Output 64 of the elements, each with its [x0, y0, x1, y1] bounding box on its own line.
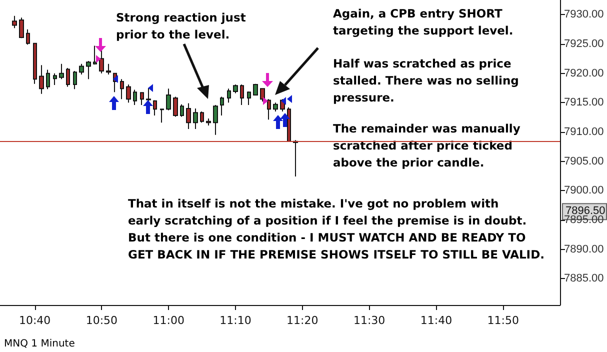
y-tick-label: 7890.00: [564, 243, 604, 256]
annotation: That in itself is not the mistake. I've got no problem with early scratching of a position if I feel the premise is in doubt. But there is one condition - I MUST WATCH AND BE READY TO GET BACK IN IF THE PREMISE SHOWS ITSELF TO STILL BE VALID.: [128, 196, 544, 262]
candlestick: [166, 88, 171, 111]
x-tick-label: 10:50: [86, 314, 118, 327]
candlestick: [86, 60, 91, 80]
candlestick: [173, 96, 178, 118]
candlestick: [106, 63, 111, 75]
candlestick: [73, 70, 77, 90]
candlestick: [93, 45, 97, 66]
y-tick-label: 7915.00: [564, 96, 604, 109]
x-tick-label: 11:40: [420, 314, 452, 327]
x-tick-label: 11:10: [220, 314, 252, 327]
candlestick: [39, 64, 44, 94]
y-tick-label: 7905.00: [564, 155, 604, 168]
annotation: Strong reaction just prior to the level.: [116, 10, 246, 42]
y-tick-label: 7910.00: [564, 126, 604, 138]
candlestick: [19, 17, 24, 39]
candlestick: [133, 89, 137, 106]
candlestick: [140, 92, 144, 106]
candlestick: [273, 102, 278, 112]
candlestick: [293, 140, 298, 178]
candlestick: [233, 84, 238, 94]
candlestick: [66, 68, 70, 88]
candlestick: [186, 102, 191, 130]
x-tick-label: 11:00: [152, 314, 184, 327]
candlestick: [287, 106, 291, 142]
candlestick: [53, 72, 57, 86]
candlestick: [213, 104, 218, 136]
candlestick: [267, 98, 271, 120]
y-tick-label: 7930.00: [564, 8, 604, 21]
candlestick: [260, 88, 265, 102]
candlestick: [160, 108, 164, 124]
annotation: Again, a CPB entry SHORT targeting the support level.: [333, 6, 514, 38]
candlestick: [12, 15, 17, 29]
candlestick: [46, 69, 50, 90]
candlestick: [253, 83, 258, 96]
candlestick: [220, 96, 224, 116]
candlestick: [247, 91, 251, 106]
candlestick: [206, 118, 211, 126]
candlestick: [126, 84, 131, 104]
annotation: Half was scratched as price stalled. There was no selling pressure.: [333, 56, 519, 104]
candlestick: [200, 110, 204, 124]
x-tick-label: 11:30: [353, 314, 386, 327]
candlestick: [33, 42, 37, 84]
y-tick-label: 7885.00: [564, 272, 604, 285]
text: MNQ 1 Minute: [4, 338, 75, 350]
y-tick-label: 7920.00: [564, 67, 604, 80]
candlestick: [240, 84, 244, 106]
candlestick: [79, 63, 84, 75]
candlestick: [59, 63, 64, 80]
candlestick: [153, 100, 157, 116]
candlestick: [146, 87, 151, 104]
candlestick: [180, 104, 184, 118]
x-tick-label: 10:40: [18, 314, 51, 327]
x-tick-label: 11:20: [286, 314, 318, 327]
annotation: The remainder was manually scratched after price ticked above the prior candle.: [333, 122, 521, 170]
y-tick-label: 7900.00: [564, 184, 604, 197]
candlestick: [26, 28, 30, 46]
x-tick-label: 11:50: [487, 314, 519, 327]
y-tick-label: 7925.00: [564, 38, 604, 50]
candlestick: [193, 108, 198, 130]
candlestick: [120, 78, 124, 100]
candlestick: [227, 88, 231, 104]
candlestick: [99, 50, 104, 74]
